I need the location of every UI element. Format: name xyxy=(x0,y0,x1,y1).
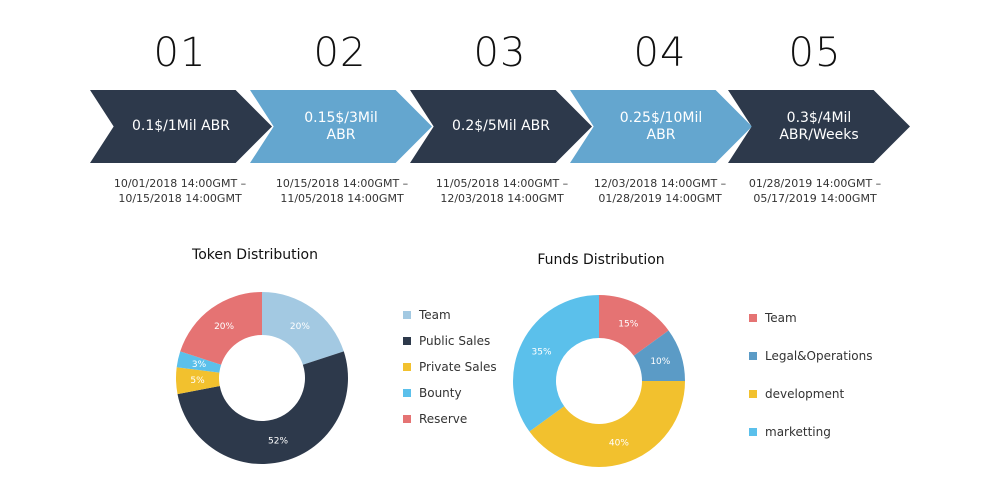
legend-swatch xyxy=(749,428,757,436)
stage-number-3: 03 xyxy=(473,30,527,76)
stage-dates-5: 01/28/2019 14:00GMT – 05/17/2019 14:00GM… xyxy=(748,177,882,205)
stage-price-2: 0.15$/3Mil ABR xyxy=(304,109,378,143)
legend-item: Team xyxy=(749,299,873,337)
slice-label: 15% xyxy=(618,320,638,330)
legend-label: marketting xyxy=(765,425,831,439)
slice-team xyxy=(599,295,669,356)
legend-item: Team xyxy=(403,302,497,328)
legend-label: Team xyxy=(419,308,451,322)
stage-number-5: 05 xyxy=(788,30,842,76)
slice-legal-operations xyxy=(633,330,685,381)
slice-label: 3% xyxy=(192,360,207,370)
token-legend: Team Public Sales Private Sales Bounty Reser… xyxy=(403,302,497,432)
stage-number-4: 04 xyxy=(633,30,687,76)
slice-team xyxy=(262,292,344,365)
slice-label: 40% xyxy=(609,438,629,448)
slice-development xyxy=(529,381,685,467)
slice-reserve xyxy=(180,292,262,365)
slice-label: 20% xyxy=(214,322,234,332)
slice-public-sales xyxy=(177,351,348,464)
legend-item: Public Sales xyxy=(403,328,497,354)
legend-swatch xyxy=(403,363,411,371)
stage-number-1: 01 xyxy=(153,30,207,76)
stage-price-4: 0.25$/10Mil ABR xyxy=(619,109,703,143)
stage-arrow-5: 0.3$/4Mil ABR/Weeks xyxy=(728,90,910,163)
slice-label: 52% xyxy=(268,436,288,446)
slice-marketting xyxy=(513,295,599,432)
legend-item: Legal&Operations xyxy=(749,337,873,375)
legend-item: marketting xyxy=(749,413,873,451)
slice-label: 10% xyxy=(650,357,670,367)
legend-swatch xyxy=(749,390,757,398)
legend-label: Bounty xyxy=(419,386,462,400)
stage-price-1: 0.1$/1Mil ABR xyxy=(131,118,230,134)
funds-chart-title: Funds Distribution xyxy=(537,252,665,268)
legend-item: Reserve xyxy=(403,406,497,432)
legend-item: Bounty xyxy=(403,380,497,406)
slice-bounty xyxy=(176,351,222,373)
stage-dates-1: 10/01/2018 14:00GMT – 10/15/2018 14:00GM… xyxy=(113,177,247,205)
legend-swatch xyxy=(403,389,411,397)
legend-swatch xyxy=(749,352,757,360)
legend-swatch xyxy=(749,314,757,322)
funds-legend: Team Legal&Operations development markettin… xyxy=(749,299,873,451)
slice-label: 35% xyxy=(532,348,552,358)
token-chart-title: Token Distribution xyxy=(192,247,318,263)
stage-price-5: 0.3$/4Mil ABR/Weeks xyxy=(779,109,859,143)
stage-arrow-3: 0.2$/5Mil ABR xyxy=(410,90,592,163)
stage-dates-4: 12/03/2018 14:00GMT – 01/28/2019 14:00GM… xyxy=(593,177,727,205)
stage-arrow-1: 0.1$/1Mil ABR xyxy=(90,90,272,163)
legend-label: Private Sales xyxy=(419,360,497,374)
stage-number-2: 02 xyxy=(313,30,367,76)
legend-swatch xyxy=(403,337,411,345)
legend-item: Private Sales xyxy=(403,354,497,380)
legend-label: Public Sales xyxy=(419,334,491,348)
legend-label: Reserve xyxy=(419,412,468,426)
stage-dates-2: 10/15/2018 14:00GMT – 11/05/2018 14:00GM… xyxy=(275,177,409,205)
funds-donut-chart: 15% 10% 40% 35% xyxy=(513,295,685,467)
slice-label: 20% xyxy=(290,322,310,332)
slice-label: 5% xyxy=(190,376,205,386)
stage-dates-3: 11/05/2018 14:00GMT – 12/03/2018 14:00GM… xyxy=(435,177,569,205)
legend-item: development xyxy=(749,375,873,413)
legend-label: development xyxy=(765,387,845,401)
legend-swatch xyxy=(403,311,411,319)
token-donut-chart: 20% 52% 5% 3% 20% xyxy=(176,292,348,464)
legend-swatch xyxy=(403,415,411,423)
legend-label: Legal&Operations xyxy=(765,349,873,363)
stage-price-3: 0.2$/5Mil ABR xyxy=(451,118,550,134)
stage-arrow-4: 0.25$/10Mil ABR xyxy=(570,90,752,163)
stage-arrow-2: 0.15$/3Mil ABR xyxy=(250,90,432,163)
slice-private-sales xyxy=(176,367,220,395)
legend-label: Team xyxy=(765,311,797,325)
